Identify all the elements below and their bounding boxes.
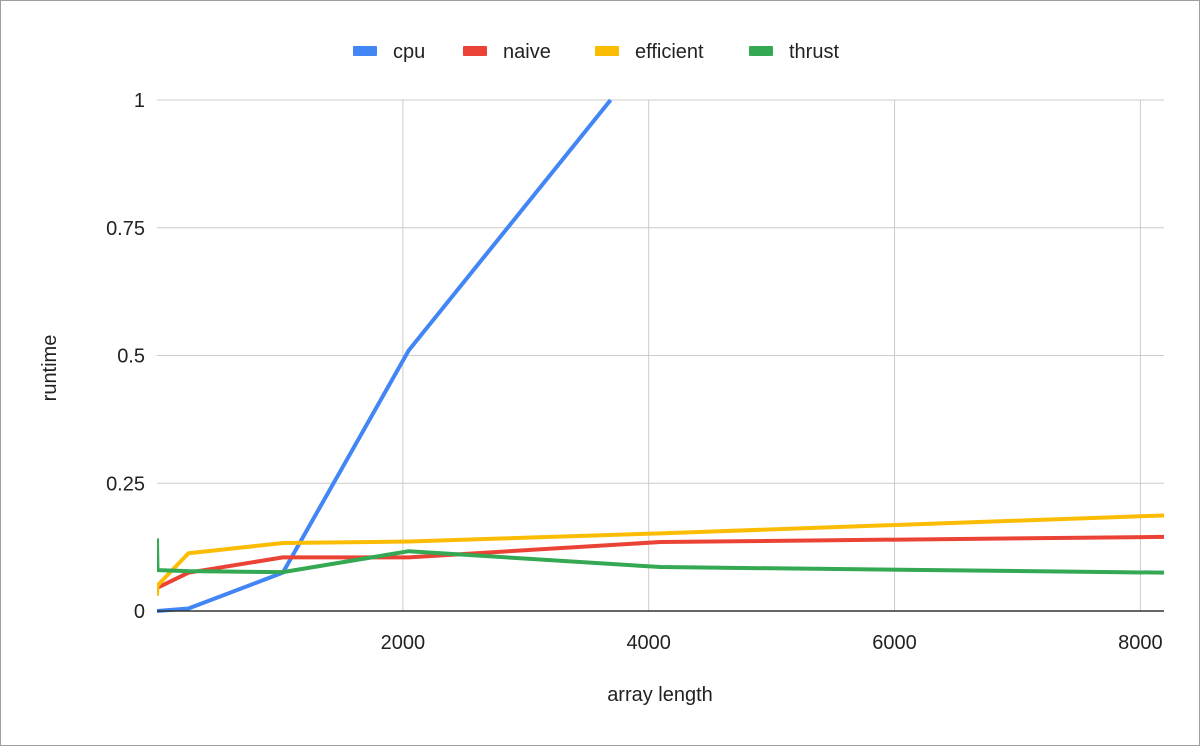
- tick-labels: 0 0.25 0.5 0.75 1 2000 4000 6000 8000: [106, 90, 1163, 654]
- x-tick-label: 2000: [381, 632, 426, 654]
- x-tick-label: 6000: [872, 632, 917, 654]
- legend-label-thrust: thrust: [789, 41, 839, 63]
- x-axis-title: array length: [607, 684, 713, 706]
- legend-label-efficient: efficient: [635, 41, 704, 63]
- series-lines: [157, 98, 1165, 613]
- y-axis-title: runtime: [39, 335, 61, 402]
- series-line-thrust: [157, 538, 1165, 575]
- y-tick-label: 0: [134, 601, 145, 623]
- x-tick-label: 8000: [1118, 632, 1163, 654]
- series-line-naive: [157, 534, 1165, 590]
- legend-swatch-naive: [463, 46, 487, 56]
- series-line-efficient: [157, 513, 1165, 596]
- y-tick-label: 0.25: [106, 473, 145, 495]
- legend-swatch-cpu: [353, 46, 377, 56]
- y-tick-label: 1: [134, 90, 145, 112]
- x-tick-label: 4000: [626, 632, 671, 654]
- legend: cpu naive efficient thrust: [353, 41, 839, 63]
- y-tick-label: 0.75: [106, 218, 145, 240]
- legend-label-naive: naive: [503, 41, 551, 63]
- grid-lines: [157, 99, 1164, 611]
- legend-label-cpu: cpu: [393, 41, 425, 63]
- legend-swatch-efficient: [595, 46, 619, 56]
- legend-swatch-thrust: [749, 46, 773, 56]
- y-tick-label: 0.5: [117, 346, 145, 368]
